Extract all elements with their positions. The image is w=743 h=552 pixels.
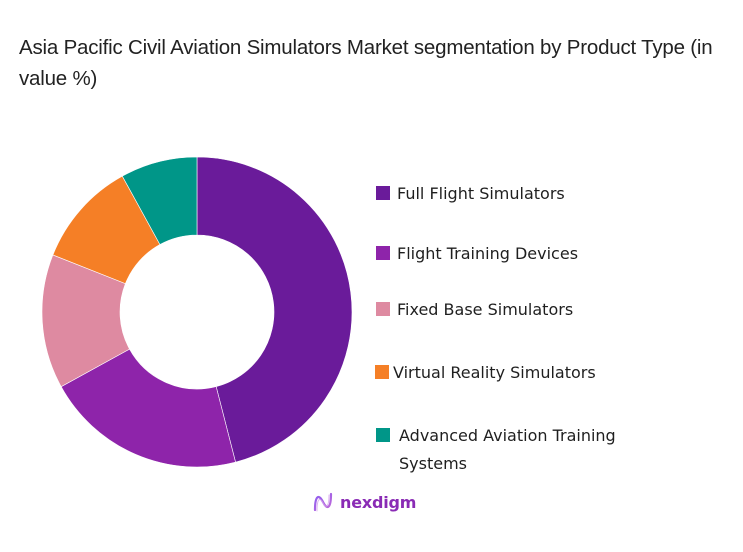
legend-item-flight-training-devices: Flight Training Devices — [376, 242, 578, 265]
legend-swatch-icon — [376, 428, 390, 442]
donut-slice-advanced-aviation-training-systems — [121, 156, 198, 245]
legend-label: Full Flight Simulators — [397, 184, 565, 203]
chart-title: Asia Pacific Civil Aviation Simulators M… — [19, 36, 713, 90]
legend-item-virtual-reality-simulators: Virtual Reality Simulators — [375, 361, 596, 384]
nexdigm-logo-icon — [313, 492, 333, 512]
logo-text: nexdigm — [340, 492, 417, 512]
legend-label: Virtual Reality Simulators — [393, 363, 596, 382]
legend-label: Advanced Aviation Training Systems — [399, 426, 616, 473]
legend-label: Fixed Base Simulators — [397, 300, 574, 319]
legend-swatch-icon — [375, 365, 389, 379]
legend-swatch-icon — [376, 246, 390, 260]
donut-slice-full-flight-simulators — [196, 156, 353, 463]
legend-label: Flight Training Devices — [397, 244, 579, 263]
donut-chart — [41, 156, 353, 468]
legend-item-fixed-base-simulators: Fixed Base Simulators — [376, 298, 573, 321]
legend-item-advanced-aviation-training-systems: Advanced Aviation Training Systems — [376, 424, 676, 478]
donut-slice-flight-training-devices — [60, 348, 236, 468]
legend-swatch-icon — [376, 302, 390, 316]
nexdigm-logo: nexdigm — [312, 491, 416, 513]
legend-item-full-flight-simulators: Full Flight Simulators — [376, 182, 565, 205]
legend-swatch-icon — [376, 186, 390, 200]
